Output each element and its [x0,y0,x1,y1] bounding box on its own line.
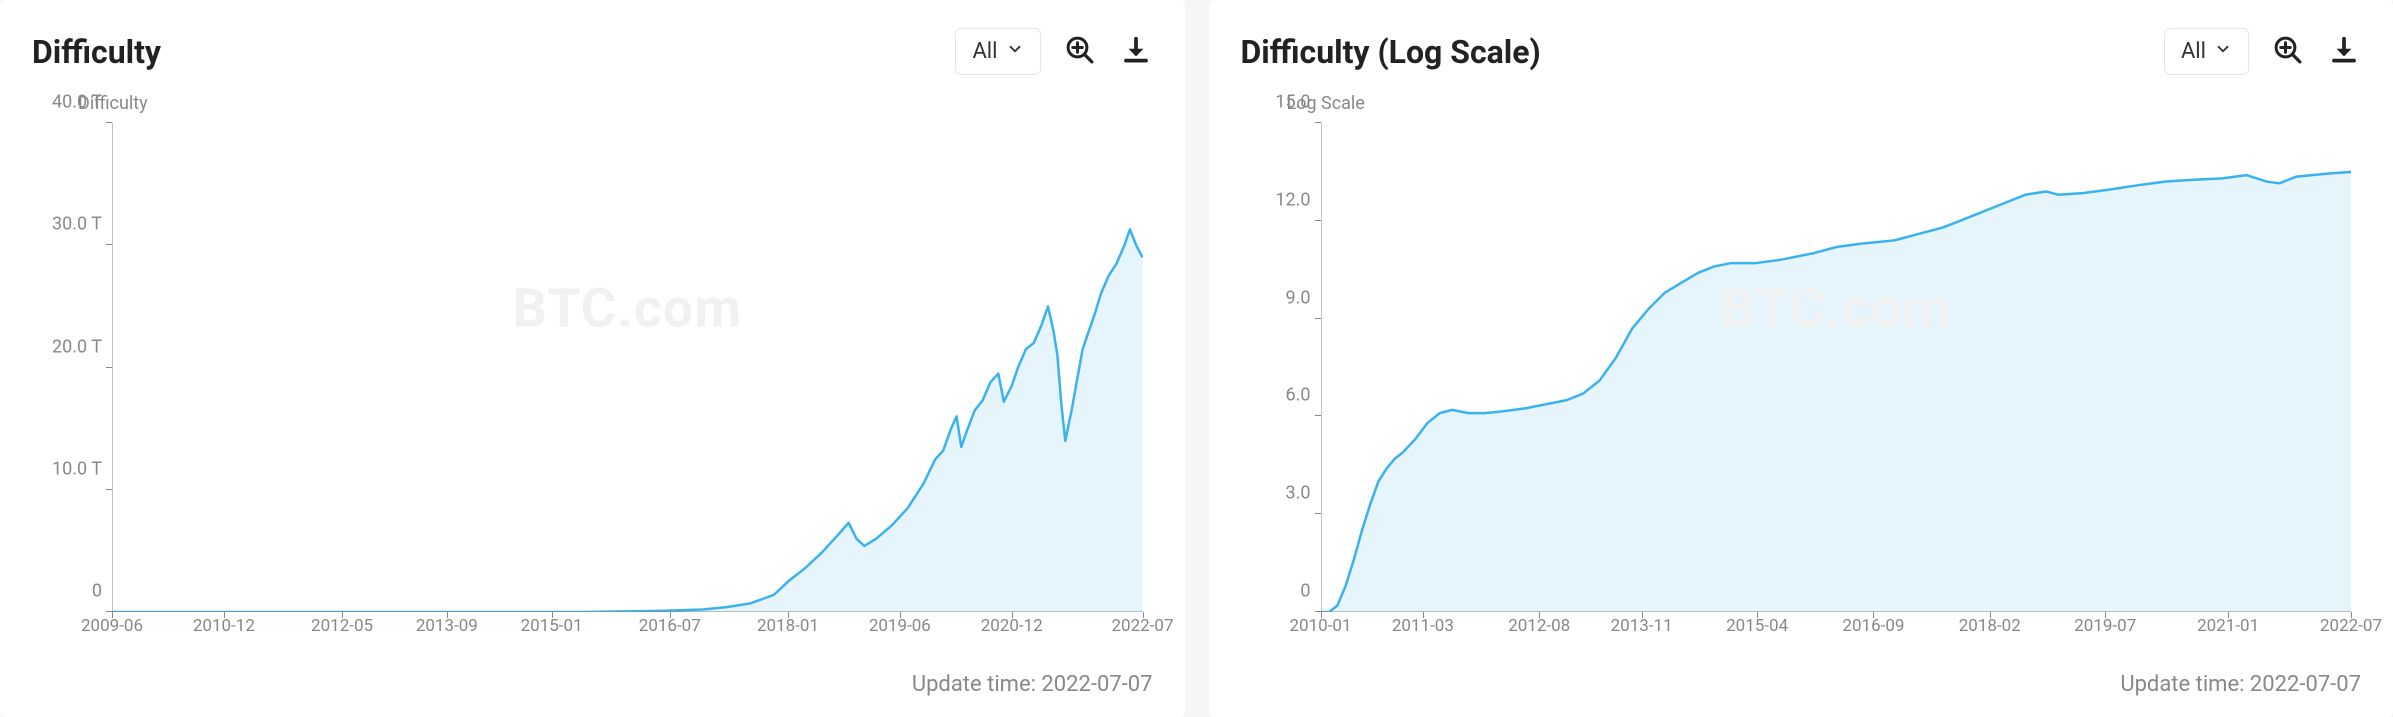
x-tick-label: 2015-01 [521,616,583,636]
chevron-down-icon [1006,39,1024,64]
plot: BTC.com [1321,123,2352,612]
x-tick-label: 2011-03 [1392,616,1454,636]
download-button[interactable] [1119,35,1153,69]
update-time: Update time: 2022-07-07 [1241,672,2362,697]
x-tick-label: 2020-12 [981,616,1043,636]
chart-svg [112,123,1143,612]
x-tick-label: 2010-01 [1289,616,1351,636]
x-tick-label: 2012-05 [311,616,373,636]
y-axis: 03.06.09.012.015.0 [1241,123,1319,612]
y-tick-label: 20.0 T [52,336,102,357]
x-tick-label: 2018-01 [757,616,819,636]
chart-area: Difficulty010.0 T20.0 T30.0 T40.0 TBTC.c… [32,93,1153,660]
chart-svg [1321,123,2352,612]
zoom-in-icon [1065,35,1095,69]
y-tick-label: 6.0 [1286,385,1311,406]
download-icon [2329,35,2359,69]
x-tick-label: 2022-07 [2320,616,2382,636]
y-tick-label: 12.0 [1275,189,1310,210]
range-select[interactable]: All [955,28,1040,75]
panel-controls: All [2164,28,2361,75]
chart-panel-difficulty-linear: Difficulty AllDifficulty 0 10.0 T 20.0 T 30.0… [0,0,1185,717]
series-area [112,229,1143,612]
range-select[interactable]: All [2164,28,2249,75]
y-axis: 010.0 T20.0 T30.0 T40.0 T [32,123,110,612]
y-tick-label: 0 [1300,581,1310,602]
x-tick-label: 2018-02 [1959,616,2021,636]
download-button[interactable] [2327,35,2361,69]
zoom-in-button[interactable] [2271,35,2305,69]
x-tick-label: 2016-09 [1842,616,1904,636]
panel-header: Difficulty All [32,28,1153,75]
chart-panel-difficulty-log: Difficulty (Log Scale)AllLog Scale03.06.… [1209,0,2393,717]
chevron-down-icon [2214,39,2232,64]
x-tick-label: 2021-01 [2197,616,2259,636]
range-select-label: All [972,39,997,64]
panel-title: Difficulty [32,33,161,71]
x-tick-label: 2019-06 [869,616,931,636]
x-tick-label: 2015-04 [1726,616,1788,636]
x-tick-label: 2009-06 [81,616,143,636]
y-tick-label: 3.0 [1286,483,1311,504]
x-tick-label: 2013-09 [416,616,478,636]
x-tick-label: 2019-07 [2074,616,2136,636]
y-tick-label: 9.0 [1286,287,1311,308]
y-tick-label: 15.0 [1275,92,1310,113]
panel-header: Difficulty (Log Scale) All [1241,28,2362,75]
x-tick-label: 2010-12 [193,616,255,636]
range-select-label: All [2181,39,2206,64]
x-axis: 2009-062010-122012-052013-092015-012016-… [112,616,1143,640]
plot: BTC.com [112,123,1143,612]
chart-area: Log Scale03.06.09.012.015.0BTC.com2010-0… [1241,93,2362,660]
panel-controls: All [955,28,1152,75]
x-tick-label: 2012-08 [1508,616,1570,636]
panel-title: Difficulty (Log Scale) [1241,33,1541,71]
dashboard: Difficulty AllDifficulty 0 10.0 T 20.0 T 30.0… [0,0,2393,717]
zoom-in-icon [2273,35,2303,69]
y-tick-label: 0 [92,581,102,602]
x-tick-label: 2013-11 [1611,616,1673,636]
update-time: Update time: 2022-07-07 [32,672,1153,697]
series-area [1321,172,2352,612]
y-tick-label: 40.0 T [52,92,102,113]
zoom-in-button[interactable] [1063,35,1097,69]
x-tick-label: 2016-07 [639,616,701,636]
y-tick-label: 30.0 T [52,214,102,235]
x-axis: 2010-012011-032012-082013-112015-042016-… [1321,616,2352,640]
y-tick-label: 10.0 T [52,458,102,479]
x-tick-label: 2022-07 [1111,616,1173,636]
download-icon [1121,35,1151,69]
